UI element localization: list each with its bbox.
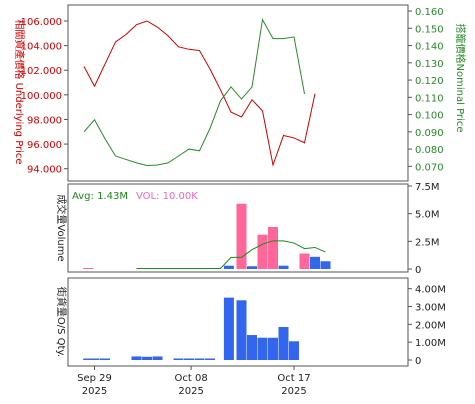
tick-labels: 106.000 104.000 102.000 100.000 98.000 96.000… [21, 7, 446, 367]
os-bar [184, 358, 194, 360]
x-axis-labels: Sep 29 2025 Oct 08 2025 Oct 17 2025 [77, 366, 311, 397]
volume-tick-label: 2.5M [415, 237, 440, 248]
price-right-axis-title: 搭籠價格Nominal Price [454, 24, 467, 133]
volume-legend-avg: Avg: 1.43M [72, 191, 128, 202]
price-left-axis-title: 相關資產價格 Underlying Price [13, 19, 26, 164]
volume-bar [83, 268, 94, 269]
os-bar [247, 335, 257, 360]
price-left-tick-label: 96.000 [27, 140, 62, 151]
os-bar [89, 358, 100, 360]
x-tick-year: 2025 [82, 386, 107, 397]
os-bar [236, 300, 247, 360]
os-bar [289, 341, 299, 360]
volume-bar [310, 256, 320, 269]
volume-bar [299, 253, 310, 269]
price-right-tick-label: 0.160 [415, 7, 444, 18]
os-bar [142, 356, 152, 360]
x-tick-date: Sep 29 [77, 373, 112, 384]
os-bar [83, 358, 94, 360]
volume-bar [320, 261, 331, 269]
price-series [83, 18, 316, 167]
volume-average-line [136, 240, 326, 269]
volume-tick-label: 0 [415, 265, 421, 276]
price-left-tick-label: 104.000 [21, 42, 62, 53]
os-bar [268, 337, 278, 360]
os-tick-label: 1.00M [415, 338, 446, 349]
volume-tick-label: 5.0M [415, 210, 440, 221]
os-tick-label: 3.00M [415, 303, 446, 314]
price-right-tick-label: 0.080 [415, 145, 444, 156]
volume-bar [236, 203, 247, 269]
volume-axis-title: 成交量Volume [55, 194, 68, 261]
os-bar [100, 358, 110, 360]
price-right-tick-label: 0.130 [415, 59, 444, 70]
os-bar [173, 358, 184, 360]
os-bar [205, 358, 215, 360]
os-axis-title: 街貨量O/S Qty. [55, 287, 68, 357]
os-tick-label: 2.00M [415, 320, 446, 331]
nominal-price-line [83, 18, 305, 166]
x-tick-date: Oct 08 [174, 373, 207, 384]
x-tick-date: Oct 17 [277, 373, 310, 384]
price-right-tick-label: 0.090 [415, 128, 444, 139]
underlying-price-line [83, 20, 316, 167]
price-right-tick-label: 0.070 [415, 162, 444, 173]
price-left-tick-label: 98.000 [27, 115, 62, 126]
price-panel-frame [67, 4, 409, 182]
os-tick-label: 0 [415, 356, 421, 367]
price-left-tick-label: 106.000 [21, 17, 62, 28]
volume-tick-label: 7.5M [415, 182, 440, 193]
volume-bar [257, 234, 268, 269]
price-right-tick-label: 0.150 [415, 24, 444, 35]
os-bar [257, 337, 268, 360]
os-bar [152, 356, 163, 360]
volume-bar [268, 226, 278, 269]
price-right-tick-label: 0.100 [415, 111, 444, 122]
volume-bar [247, 266, 257, 269]
volume-bar [223, 265, 234, 269]
os-bar [278, 327, 289, 360]
x-tick-year: 2025 [178, 386, 203, 397]
volume-bars [83, 203, 331, 269]
volume-legend-vol: VOL: 10.00K [136, 191, 198, 202]
price-right-tick-label: 0.140 [415, 42, 444, 53]
os-bar [194, 358, 205, 360]
price-left-tick-label: 102.000 [21, 66, 62, 77]
volume-bar [278, 265, 289, 269]
x-tick-year: 2025 [281, 386, 306, 397]
os-tick-label: 4.00M [415, 285, 446, 296]
os-bar [223, 297, 234, 360]
price-right-tick-label: 0.120 [415, 76, 444, 87]
price-right-tick-label: 0.110 [415, 93, 444, 104]
price-left-tick-label: 94.000 [27, 165, 62, 176]
os-bar [131, 356, 142, 360]
price-left-tick-label: 100.000 [21, 91, 62, 102]
os-bars [83, 297, 299, 360]
